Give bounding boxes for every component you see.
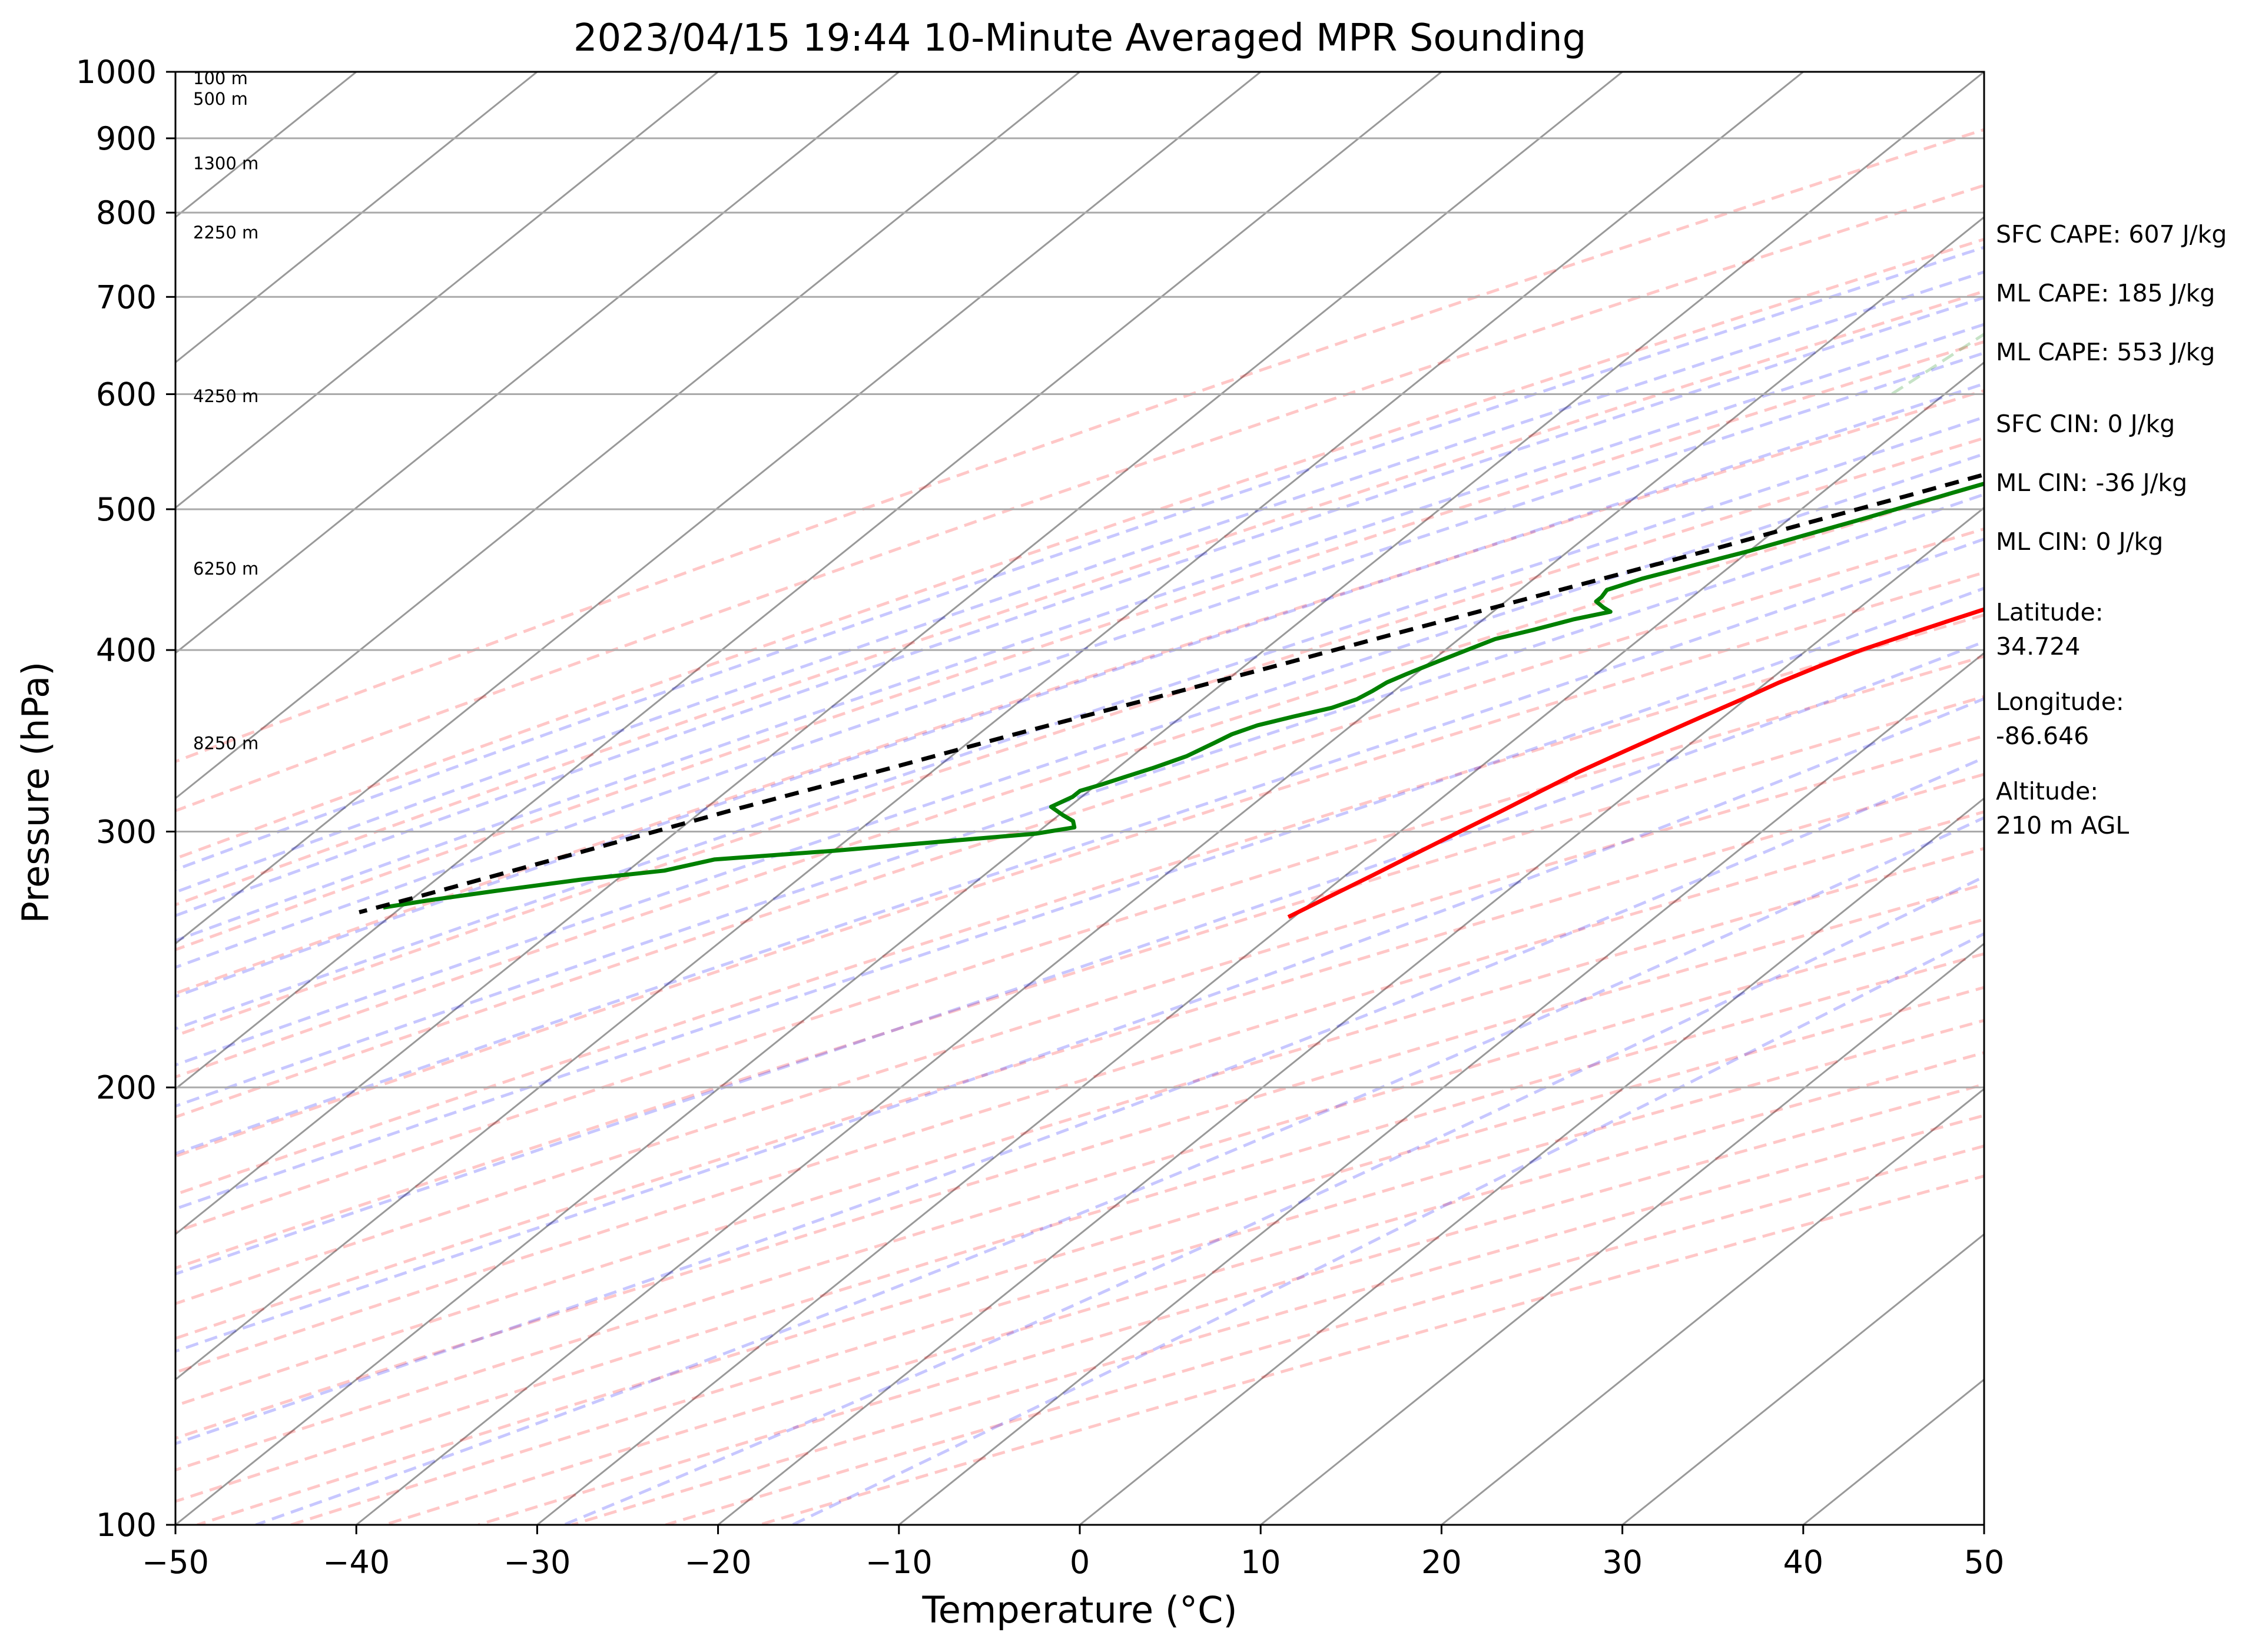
dry-adiabat-line [175,847,1984,1408]
y-tick-label: 300 [96,813,157,850]
moist-adiabat-line [175,382,1984,999]
side-annotation-text: Longitude: [1996,688,2124,716]
height-label: 500 m [193,89,248,109]
side-annotation-text: ML CIN: -36 J/kg [1996,469,2187,497]
isotherm-line [536,361,1984,1525]
series-dewpoint-line [383,481,1984,910]
y-tick-label: 900 [96,120,157,157]
side-annotation-text: 210 m AGL [1996,811,2129,840]
isotherm-line [175,72,538,364]
moist-adiabat-line [175,493,1984,1108]
height-label: 6250 m [193,559,258,579]
y-axis-label: Pressure (hPa) [14,662,57,924]
dry-adiabat-line [175,482,1984,1079]
isotherm-line [175,72,900,655]
y-tick-label: 600 [96,376,157,413]
moist-adiabat-line [175,351,1984,969]
moist-adiabat-line [175,323,1984,943]
x-tick-label: 40 [1783,1544,1823,1581]
height-label: 4250 m [193,386,258,406]
side-annotation-text: -86.646 [1996,722,2089,750]
dry-adiabat-line [175,527,1984,1119]
dry-adiabat-line [175,952,1984,1503]
y-tick-label: 1000 [76,54,157,91]
axis-ticks: −50 −40 −30 −20 −10 0 10 20 30 40 50 1000 900 800 700 6… [76,54,2005,1581]
isotherm-line [175,72,1080,800]
x-tick-label: 50 [1964,1544,2005,1581]
dry-adiabat-line [175,772,1984,1340]
y-tick-label: 400 [96,632,157,669]
x-tick-label: −30 [503,1544,571,1581]
y-tick-label: 200 [96,1069,157,1106]
isotherm-line [1621,1233,1984,1525]
moist-adiabat-line [175,586,1984,1210]
y-tick-label: 700 [96,278,157,316]
background-lines [175,72,1984,1525]
pressure-gridlines [175,72,1984,1525]
height-label: 2250 m [193,223,258,243]
x-axis-label: Temperature (°C) [921,1588,1237,1631]
moist-adiabat-line [175,296,1984,917]
dry-adiabat-line [197,986,1984,1525]
moist-adiabat-line [175,697,1984,1353]
x-tick-label: −50 [142,1544,209,1581]
dry-adiabat-line [290,1019,1984,1525]
dry-adiabat-line [175,340,1984,951]
x-tick-label: −10 [865,1544,933,1581]
x-tick-label: −40 [323,1544,390,1581]
side-annotations: SFC CAPE: 607 J/kg ML CAPE: 185 J/kg ML CA… [1996,220,2227,840]
side-annotation-text: SFC CIN: 0 J/kg [1996,410,2175,438]
side-annotation-text: Altitude: [1996,777,2098,805]
isotherm-line [175,72,719,509]
isotherm-line [175,72,1262,945]
x-tick-label: 20 [1421,1544,1462,1581]
dry-adiabat-line [477,1083,1984,1525]
dry-adiabat-line [175,918,1984,1472]
dry-adiabat-line [175,570,1984,1158]
isotherm-line [1260,942,1984,1525]
height-label: 100 m [193,68,248,88]
side-annotation-text: ML CAPE: 553 J/kg [1996,338,2215,366]
dry-adiabat-line [175,237,1984,860]
moist-adiabat-line [255,816,1984,1525]
isotherm-line [898,652,1984,1525]
isotherm-line [175,72,1804,1381]
height-label: 1300 m [193,153,258,173]
side-annotation-text: 34.724 [1996,632,2080,661]
side-annotation-text: Latitude: [1996,598,2104,626]
x-tick-label: −20 [685,1544,752,1581]
isotherm-line [1079,797,1984,1525]
y-tick-label: 100 [96,1507,157,1544]
dry-adiabat-line [384,1051,1984,1525]
side-annotation-text: ML CAPE: 185 J/kg [1996,279,2215,307]
isotherm-line [175,72,1442,1090]
isotherm-line [175,72,1984,1525]
moist-adiabat-line [175,452,1984,1067]
y-tick-label: 500 [96,491,157,528]
x-tick-label: 10 [1241,1544,1281,1581]
side-annotation-text: SFC CAPE: 607 J/kg [1996,220,2227,248]
isotherm-line [1441,1087,1984,1525]
isotherm-line [356,215,1984,1525]
series-parcel-line [359,472,1984,914]
dry-adiabat-line [175,128,1984,764]
isotherm-line [175,72,1623,1236]
side-annotation-text: ML CIN: 0 J/kg [1996,528,2163,556]
x-tick-label: 30 [1602,1544,1643,1581]
moist-adiabat-line [175,640,1984,1276]
series-temperature-line [1287,607,1984,919]
series-layer [359,472,1984,919]
dry-adiabat-line [175,734,1984,1305]
isotherm-line [717,506,1984,1525]
dry-adiabat-line [175,810,1984,1374]
dry-adiabat-line [175,389,1984,995]
height-label: 8250 m [193,734,258,754]
x-tick-label: 0 [1070,1544,1090,1581]
chart-title: 2023/04/15 19:44 10-Minute Averaged MPR … [573,16,1586,60]
y-tick-label: 800 [96,194,157,231]
